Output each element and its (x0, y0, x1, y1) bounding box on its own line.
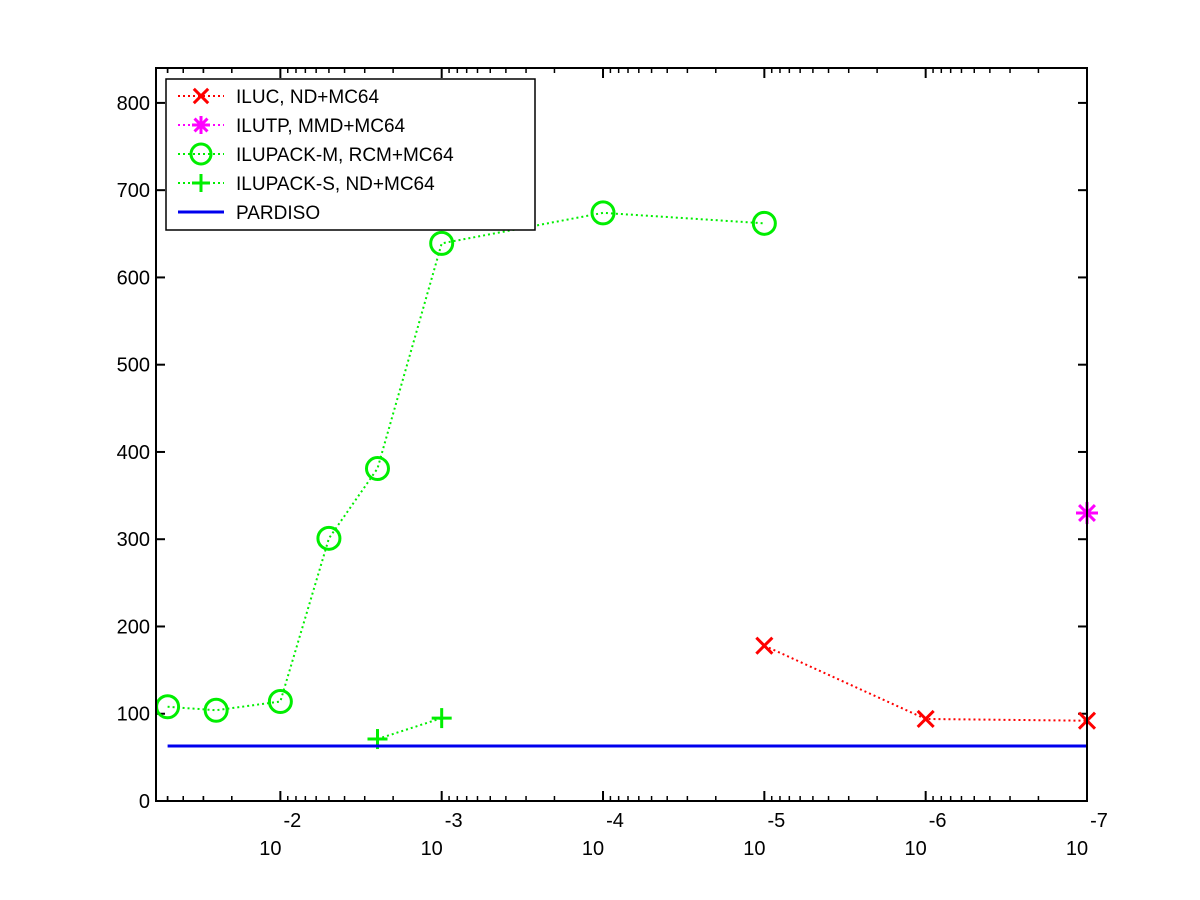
x-tick-base: 10 (1066, 838, 1088, 860)
x-tick-exponent: -5 (767, 810, 785, 832)
y-tick-label: 600 (117, 267, 150, 289)
marker-stroke (316, 525, 342, 551)
axis-ticks: 0100200300400500600700800-210-310-410-51… (117, 68, 1108, 860)
data-point (916, 709, 935, 729)
legend-marker (192, 116, 210, 134)
data-point (267, 689, 293, 715)
data-point (751, 210, 777, 236)
legend-marker (192, 174, 210, 192)
y-tick-label: 100 (117, 704, 150, 726)
x-tick-exponent: -2 (283, 810, 301, 832)
x-tick-base: 10 (259, 838, 281, 860)
x-tick-exponent: -3 (445, 810, 463, 832)
y-tick-label: 300 (117, 529, 150, 551)
marker-stroke (203, 697, 229, 723)
legend-entry: ILUPACK-S, ND+MC64 (178, 174, 435, 195)
legend-marker (189, 142, 213, 166)
series-line (167, 211, 765, 712)
legend-label: PARDISO (236, 203, 320, 224)
y-tick-label: 500 (117, 355, 150, 377)
x-tick-base: 10 (421, 838, 443, 860)
marker-stroke (267, 689, 293, 715)
marker-stroke (590, 200, 616, 226)
marker-stroke (751, 210, 777, 236)
marker-stroke (193, 117, 209, 133)
x-tick-exponent: -4 (606, 810, 624, 832)
data-point (316, 525, 342, 551)
marker-stroke (364, 456, 390, 482)
y-tick-label: 0 (139, 791, 150, 813)
x-tick-exponent: -6 (929, 810, 947, 832)
marker-stroke (755, 636, 774, 655)
series-layer (155, 200, 1098, 750)
legend-entry: ILUPACK-M, RCM+MC64 (178, 142, 454, 166)
legend-entry: ILUC, ND+MC64 (178, 87, 379, 108)
marker-stroke (429, 230, 455, 256)
legend-label: ILUPACK-S, ND+MC64 (236, 174, 435, 195)
y-tick-label: 200 (117, 616, 150, 638)
legend: ILUC, ND+MC64 ILUTP, MMD+MC64 ILUPACK-M, R… (165, 78, 536, 231)
legend-label: ILUC, ND+MC64 (236, 87, 379, 108)
y-tick-label: 400 (117, 442, 150, 464)
data-point (203, 697, 229, 723)
x-tick-base: 10 (743, 838, 765, 860)
legend-box (165, 78, 536, 231)
x-tick-base: 10 (905, 838, 927, 860)
y-tick-label: 700 (117, 180, 150, 202)
legend-label: ILUTP, MMD+MC64 (236, 116, 406, 137)
data-point (431, 708, 452, 729)
y-tick-label: 800 (117, 93, 150, 115)
marker-stroke (192, 87, 210, 105)
series-line (377, 717, 442, 740)
data-point (364, 456, 390, 482)
data-point (755, 636, 774, 655)
marker-stroke (916, 709, 935, 729)
plot-frame (155, 67, 1088, 802)
data-point (590, 200, 616, 226)
legend-marker (192, 87, 210, 105)
data-point (429, 230, 455, 256)
legend-label: ILUPACK-M, RCM+MC64 (236, 145, 454, 166)
marker-stroke (189, 142, 213, 166)
x-tick-base: 10 (582, 838, 604, 860)
x-tick-exponent: -7 (1090, 810, 1108, 832)
legend-entry: ILUTP, MMD+MC64 (178, 116, 406, 137)
legend-entry: PARDISO (178, 203, 320, 224)
